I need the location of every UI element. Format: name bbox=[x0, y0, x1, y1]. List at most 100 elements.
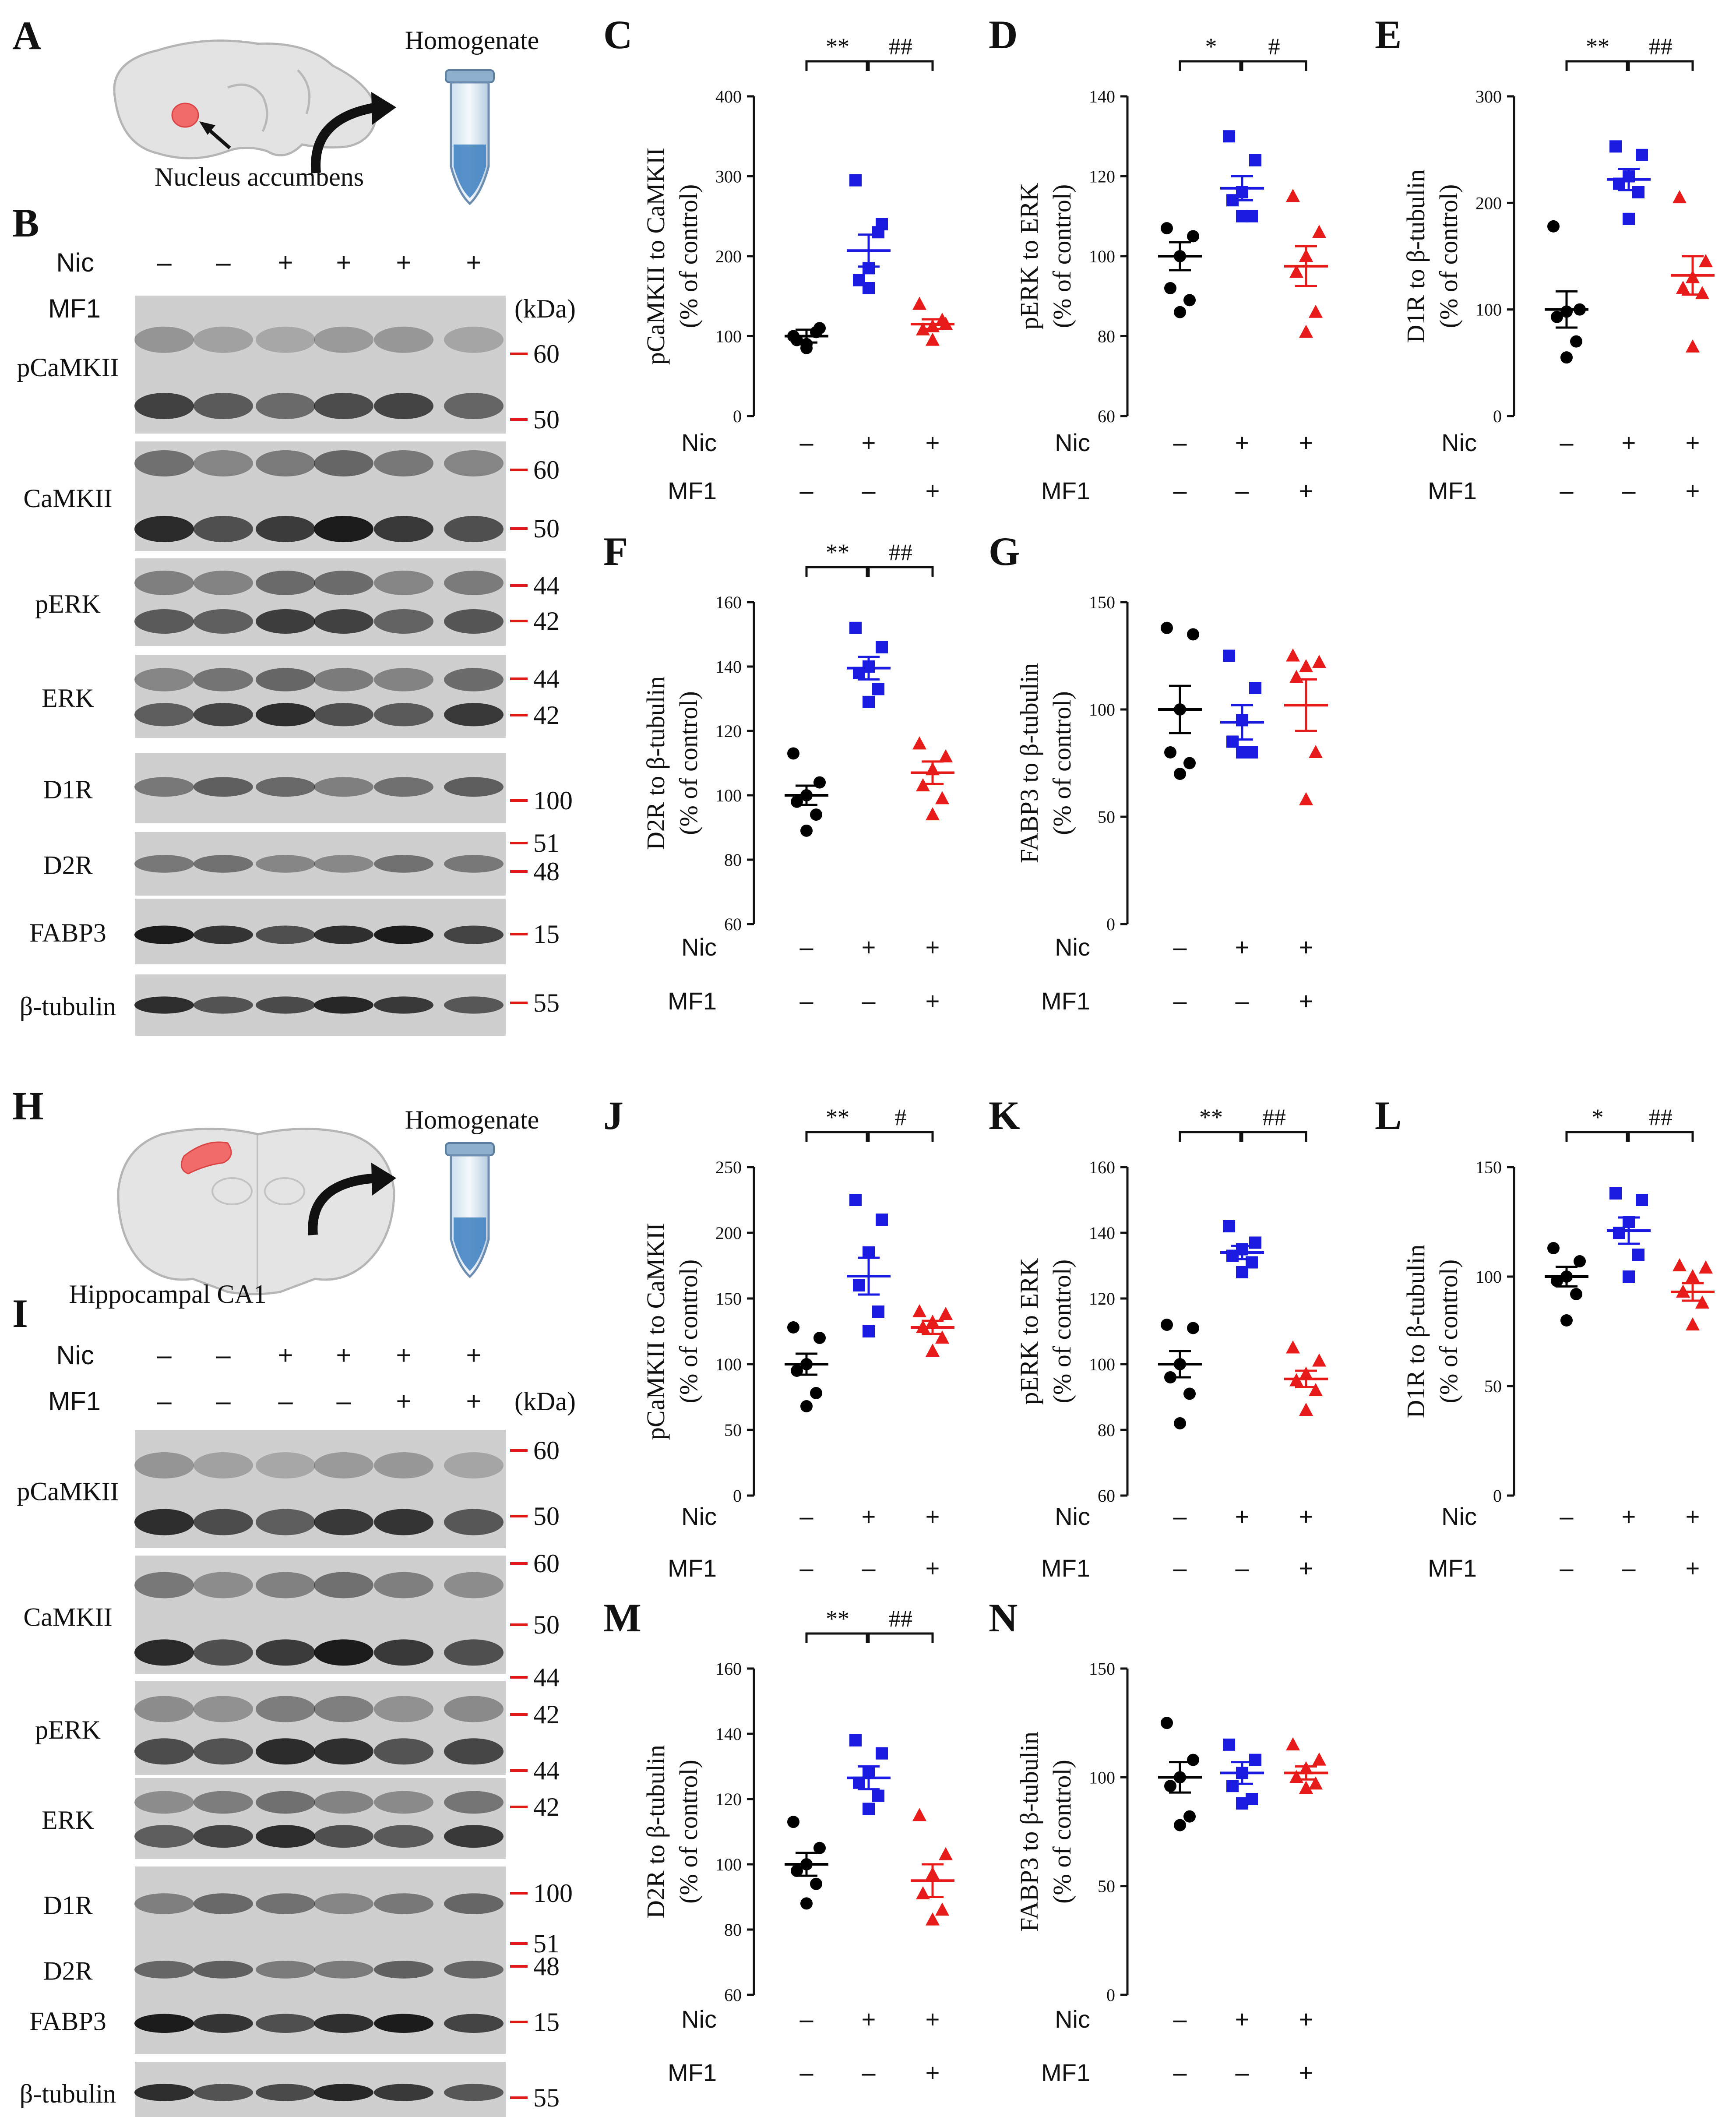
series-group bbox=[911, 736, 954, 821]
data-point bbox=[1699, 1260, 1713, 1274]
kda-marker-label: 42 bbox=[533, 1792, 560, 1821]
blot-band bbox=[256, 668, 315, 692]
mf1-sign: + bbox=[926, 1554, 940, 1582]
data-point bbox=[1161, 621, 1173, 634]
nic-lane-sign: + bbox=[278, 248, 293, 277]
blot-band bbox=[314, 1696, 373, 1722]
mf1-sign: – bbox=[1560, 477, 1574, 505]
blot-row: D1R 100 bbox=[43, 1866, 573, 1941]
data-point bbox=[926, 332, 940, 346]
blot-band bbox=[374, 855, 433, 873]
nic-sign: – bbox=[1173, 2005, 1187, 2033]
y-tick-label: 60 bbox=[1098, 1486, 1115, 1506]
series-group bbox=[911, 1304, 954, 1357]
series-group bbox=[785, 747, 828, 837]
y-axis-label: (% of control) bbox=[1048, 1260, 1076, 1404]
blot-row: D1R 100 bbox=[43, 753, 573, 823]
panel-letter-a: A bbox=[12, 13, 41, 58]
nic-sign: + bbox=[1622, 1503, 1636, 1530]
mf1-sign: + bbox=[1299, 477, 1313, 505]
panel-letter: L bbox=[1375, 1093, 1401, 1138]
blot-band bbox=[194, 1572, 253, 1598]
significance-bracket bbox=[1179, 1131, 1242, 1142]
y-axis-label: (% of control) bbox=[674, 1760, 703, 1904]
nic-sign: – bbox=[1173, 1503, 1187, 1530]
blot-band bbox=[374, 450, 433, 476]
data-point bbox=[1312, 1353, 1326, 1367]
protein-label: ERK bbox=[42, 1806, 94, 1835]
nic-lane-sign: – bbox=[157, 1341, 172, 1370]
nic-label: Nic bbox=[1441, 1503, 1477, 1530]
y-tick-label: 150 bbox=[1089, 1659, 1115, 1679]
y-tick-label: 60 bbox=[724, 914, 742, 934]
kda-marker-label: 60 bbox=[533, 339, 560, 368]
nic-label: Nic bbox=[681, 429, 717, 456]
data-point bbox=[912, 296, 926, 310]
nic-sign: – bbox=[1173, 933, 1187, 961]
blot-band bbox=[134, 1825, 194, 1848]
series-group bbox=[911, 1808, 954, 1926]
kda-marker-label: 48 bbox=[533, 857, 560, 886]
blot-band bbox=[194, 609, 253, 634]
western-blots: BNicMF1––++++––––++(kDa)pCaMKII6050CaMKI… bbox=[12, 201, 576, 2117]
mf1-sign: – bbox=[1173, 1554, 1187, 1582]
series-group bbox=[785, 1816, 828, 1910]
series-group bbox=[847, 174, 891, 294]
data-point bbox=[872, 1305, 884, 1318]
blot-band bbox=[256, 996, 315, 1014]
series-group bbox=[1545, 220, 1588, 364]
data-point bbox=[872, 683, 884, 695]
curved-arrowhead bbox=[371, 1163, 396, 1196]
data-point bbox=[939, 1307, 953, 1320]
significance-label: * bbox=[1592, 1104, 1604, 1130]
blot-band bbox=[314, 450, 373, 476]
data-point bbox=[1236, 210, 1248, 222]
blot-row: ERK 44 42 bbox=[42, 655, 560, 738]
blot-band bbox=[134, 855, 194, 873]
mf1-label: MF1 bbox=[668, 2059, 717, 2086]
blot-band bbox=[194, 703, 253, 727]
data-point bbox=[1676, 281, 1690, 294]
data-point bbox=[849, 1734, 862, 1747]
mf1-sign: – bbox=[862, 1554, 876, 1582]
kda-marker-label: 50 bbox=[533, 1610, 560, 1639]
data-point bbox=[1312, 1752, 1326, 1766]
blot-band bbox=[444, 1893, 504, 1914]
data-point bbox=[926, 807, 940, 821]
series-group bbox=[847, 1194, 891, 1337]
chart-panel-d: D 60 80 100 120 140 pERK to ERK (% of control) –… bbox=[989, 12, 1328, 505]
y-tick-label: 0 bbox=[1106, 1985, 1115, 2005]
data-point bbox=[1609, 1187, 1622, 1200]
blot-band bbox=[444, 777, 504, 797]
blot-band bbox=[256, 326, 315, 353]
data-point bbox=[1226, 735, 1239, 748]
blot-band bbox=[374, 2084, 433, 2101]
data-point bbox=[863, 1246, 875, 1259]
blot-band bbox=[314, 703, 373, 727]
protein-label: FABP3 bbox=[29, 918, 106, 947]
blot-band bbox=[194, 2084, 253, 2101]
blot-band bbox=[194, 1738, 253, 1765]
nic-label: Nic bbox=[681, 2005, 717, 2033]
ventricle bbox=[211, 1177, 253, 1205]
blot-band bbox=[314, 393, 373, 419]
series-group bbox=[1284, 1340, 1328, 1416]
nic-lane-sign: + bbox=[336, 1341, 351, 1370]
series-group bbox=[1284, 189, 1328, 338]
mf1-sign: – bbox=[799, 1554, 813, 1582]
data-point bbox=[1574, 1255, 1586, 1267]
mf1-sign: – bbox=[1622, 477, 1636, 505]
y-tick-label: 100 bbox=[715, 1355, 742, 1374]
significance-bracket bbox=[867, 566, 934, 577]
blot-band bbox=[314, 668, 373, 692]
y-tick-label: 120 bbox=[1089, 167, 1115, 187]
blot-band bbox=[374, 668, 433, 692]
blot-band bbox=[256, 1572, 315, 1598]
series-group bbox=[1545, 1242, 1588, 1327]
kda-marker-label: 50 bbox=[533, 405, 560, 434]
nic-lane-sign: + bbox=[336, 248, 351, 277]
blot-band bbox=[256, 2084, 315, 2101]
series-group bbox=[847, 621, 891, 708]
blot-band bbox=[256, 1825, 315, 1848]
